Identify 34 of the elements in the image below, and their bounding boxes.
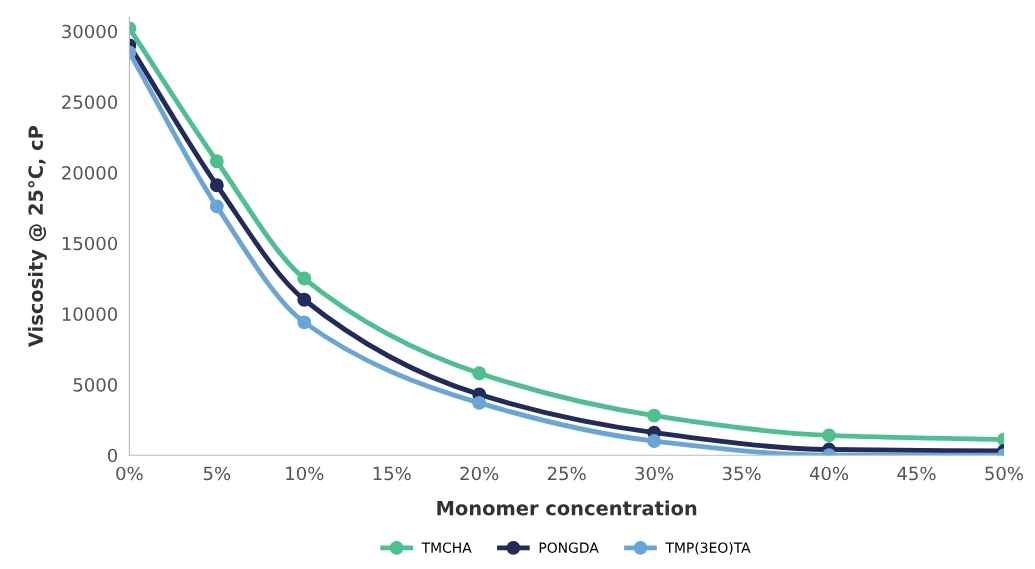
x-tick-label: 30% — [635, 466, 674, 481]
x-tick-label: 10% — [286, 466, 324, 481]
y-tick-label: 15000 — [62, 236, 118, 251]
point — [822, 428, 836, 443]
point — [472, 366, 487, 381]
point — [209, 178, 224, 193]
legend-label: TMP(3EO)TA — [665, 542, 751, 555]
point — [647, 408, 662, 423]
legend-label: PONGDA — [539, 542, 599, 553]
x-tick-label: 25% — [547, 466, 586, 481]
x-axis-title: Monomer concentration — [437, 500, 697, 516]
y-tick-label: 20000 — [62, 165, 118, 180]
point — [297, 315, 312, 330]
x-tick-label: 50% — [985, 466, 1024, 481]
point — [472, 395, 487, 410]
point — [297, 271, 312, 286]
point — [209, 199, 224, 214]
point — [647, 434, 662, 449]
legend-label: TMCHA — [421, 542, 472, 553]
y-axis-title: Viscosity @ 25°C, cP — [27, 125, 47, 348]
y-tick-label: 25000 — [62, 95, 118, 109]
x-tick-label: 35% — [722, 466, 761, 481]
x-tick-label: 0% — [116, 466, 143, 481]
y-tick-label: 0 — [107, 448, 118, 463]
x-tick-label: 20% — [460, 466, 499, 481]
x-tick-label: 15% — [373, 466, 411, 481]
x-tick-label: 5% — [203, 466, 231, 481]
y-tick-label: 30000 — [62, 24, 118, 39]
y-tick-label: 10000 — [62, 307, 118, 321]
point — [209, 154, 224, 169]
y-tick-label: 5000 — [73, 377, 118, 392]
x-tick-label: 45% — [897, 466, 936, 481]
point — [297, 292, 312, 307]
x-tick-label: 40% — [809, 466, 849, 481]
